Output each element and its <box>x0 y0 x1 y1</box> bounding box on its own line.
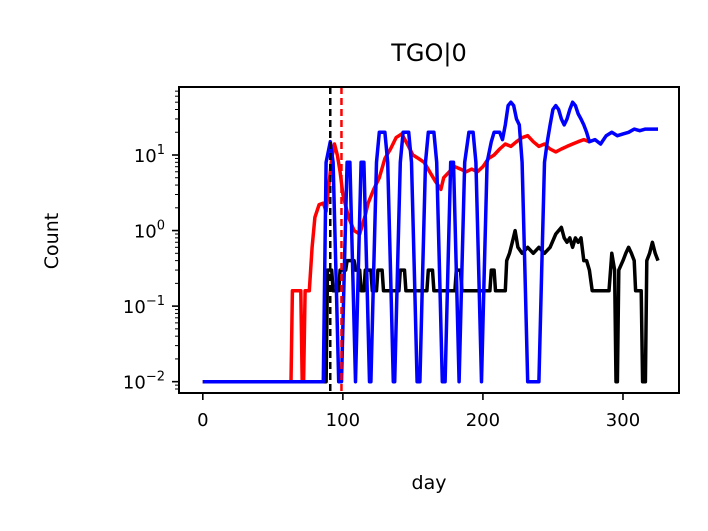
series-line-1 <box>202 132 591 384</box>
x-tick-label: 300 <box>606 410 640 431</box>
y-tick-label: 10−2 <box>123 370 165 394</box>
x-tick-label: 100 <box>326 410 360 431</box>
x-tick-label: 0 <box>197 410 208 431</box>
x-tick-label: 200 <box>466 410 500 431</box>
series-layer <box>202 100 660 384</box>
y-tick-label: 100 <box>134 219 165 243</box>
series-line-3 <box>202 100 658 384</box>
y-axis-label: Count <box>41 213 63 269</box>
series-line-2 <box>202 225 660 384</box>
chart-title: TGO|0 <box>390 39 467 67</box>
y-tick-label: 10−1 <box>123 294 165 318</box>
x-axis-label: day <box>412 472 447 494</box>
y-tick-label: 101 <box>134 143 165 167</box>
plot-frame <box>178 86 680 394</box>
axes-layer: 0 100 200 300 10−2 10−1 100 101 <box>123 87 640 431</box>
